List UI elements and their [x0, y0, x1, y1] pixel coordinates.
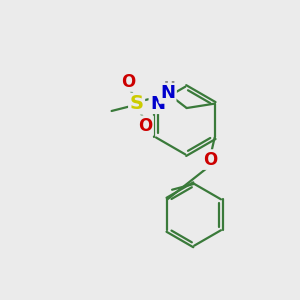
Text: O: O — [138, 117, 153, 135]
Text: N: N — [150, 94, 165, 112]
Text: N: N — [160, 84, 175, 102]
Text: H: H — [164, 80, 176, 94]
Text: O: O — [121, 73, 135, 91]
Text: S: S — [130, 94, 144, 113]
Text: O: O — [203, 151, 218, 169]
